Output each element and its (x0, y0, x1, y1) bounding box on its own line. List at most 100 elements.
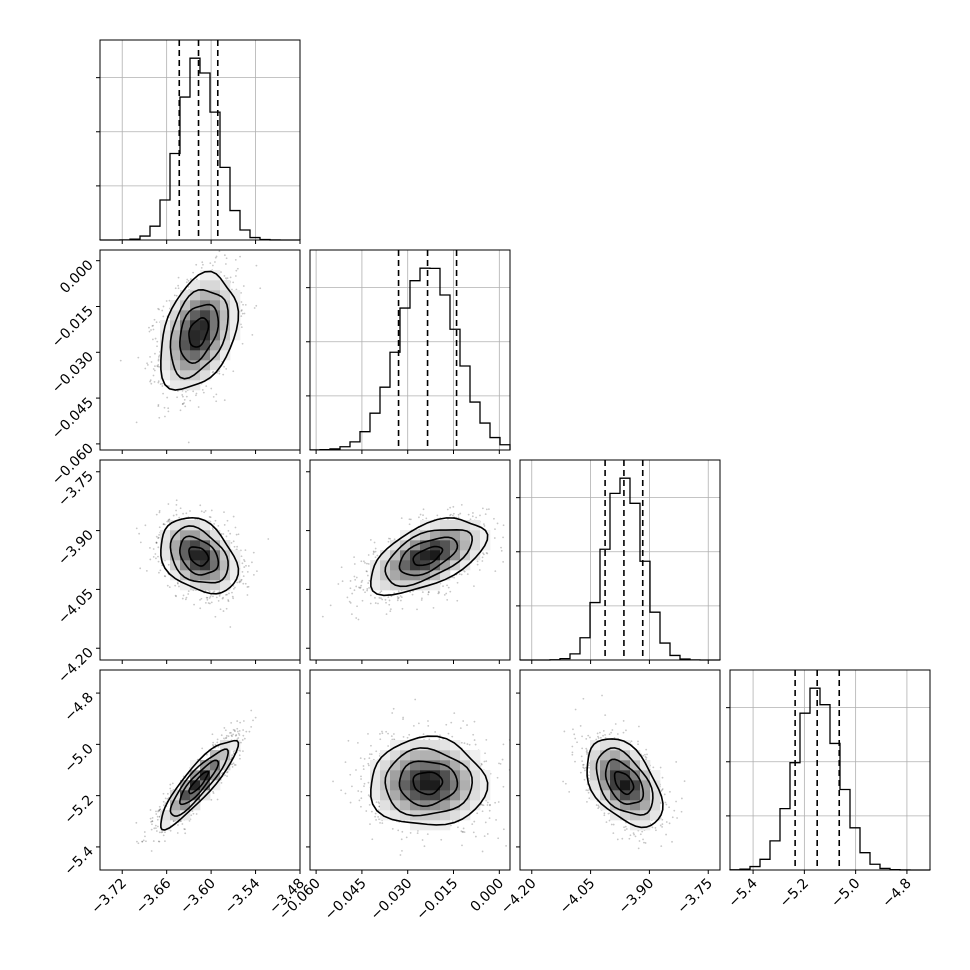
density-cell (400, 770, 411, 781)
scatter-point (242, 582, 245, 585)
scatter-point (212, 741, 215, 744)
scatter-point (379, 591, 382, 594)
scatter-point (661, 818, 664, 821)
scatter-point (179, 409, 182, 412)
scatter-point (366, 589, 369, 592)
scatter-point (638, 725, 640, 728)
scatter-point (652, 766, 655, 769)
scatter-point (602, 730, 605, 732)
scatter-point (135, 527, 138, 530)
scatter-point (476, 563, 479, 566)
scatter-point (473, 585, 475, 588)
scatter-point (208, 590, 211, 593)
scatter-point (367, 764, 370, 767)
scatter-point (457, 826, 459, 829)
scatter-point (192, 271, 195, 274)
scatter-point (229, 276, 232, 279)
density-cell (160, 370, 171, 381)
scatter-point (167, 519, 170, 522)
scatter-point (476, 560, 479, 563)
scatter-point (373, 541, 376, 544)
scatter-point (642, 838, 644, 841)
scatter-point (255, 264, 258, 267)
scatter-point (166, 584, 169, 587)
scatter-point (162, 792, 165, 795)
density-cell (380, 550, 391, 561)
scatter-point (453, 576, 455, 579)
scatter-point (451, 735, 454, 738)
density-cell (600, 740, 611, 751)
density-cell (200, 760, 211, 771)
scatter-point (604, 714, 607, 717)
panel-frame (99, 39, 301, 241)
scatter-point (138, 532, 141, 535)
scatter-point (584, 766, 587, 769)
scatter-point (496, 522, 499, 525)
scatter-point (669, 790, 671, 793)
contour-1 (398, 760, 459, 807)
scatter-point (480, 763, 483, 766)
scatter-point (381, 598, 384, 601)
density-cell (200, 560, 211, 571)
density-cell (380, 790, 391, 801)
scatter-point (190, 814, 193, 817)
density-cell (200, 330, 211, 341)
density-cell (630, 770, 641, 781)
scatter-point (199, 598, 201, 601)
scatter-point (168, 518, 171, 521)
scatter-point (235, 288, 238, 291)
scatter-point (177, 824, 179, 826)
scatter-point (379, 738, 382, 741)
density-cell (220, 540, 231, 551)
contour-1 (179, 303, 220, 365)
scatter-point (233, 764, 236, 766)
scatter-point (250, 709, 253, 712)
density-cell (190, 580, 201, 591)
scatter-point (236, 720, 239, 722)
scatter-point (223, 365, 225, 368)
scatter-point (159, 808, 162, 811)
scatter-point (157, 380, 160, 383)
density-cell (440, 780, 451, 791)
density-cell (180, 350, 191, 361)
density-cell (180, 540, 191, 551)
panel-frame (309, 249, 511, 451)
scatter-point (366, 570, 368, 573)
scatter-point (347, 739, 350, 742)
scatter-point (227, 600, 230, 603)
density-cell (610, 810, 621, 821)
scatter-point (212, 396, 215, 398)
scatter-point (240, 309, 243, 311)
scatter-point (223, 399, 226, 402)
scatter-point (460, 741, 463, 744)
scatter-point (240, 741, 242, 744)
scatter-point (155, 513, 158, 516)
density-cell (470, 750, 481, 761)
scatter-point (605, 821, 608, 824)
scatter-point (177, 276, 180, 279)
scatter-point (227, 529, 230, 532)
scatter-point (195, 278, 198, 281)
density-cell (210, 280, 221, 291)
scatter-point (625, 828, 628, 830)
scatter-point (162, 523, 165, 526)
density-cell (230, 310, 241, 321)
scatter-point (642, 754, 645, 757)
scatter-point (360, 775, 362, 778)
scatter-point (659, 802, 662, 805)
scatter-point (582, 766, 585, 769)
scatter-point (235, 734, 238, 736)
scatter-point (241, 739, 244, 741)
density-cell (180, 790, 191, 801)
scatter-point (181, 823, 184, 825)
scatter-point (218, 370, 220, 373)
scatter-point (384, 598, 387, 601)
scatter-point (385, 730, 388, 733)
x-tick-label-2-1: −4.05 (557, 876, 599, 918)
density-cell (410, 790, 421, 801)
scatter-point (643, 841, 645, 844)
density-cell (600, 760, 611, 771)
scatter-point (417, 722, 420, 725)
scatter-point (385, 613, 388, 616)
scatter-point (439, 734, 441, 737)
